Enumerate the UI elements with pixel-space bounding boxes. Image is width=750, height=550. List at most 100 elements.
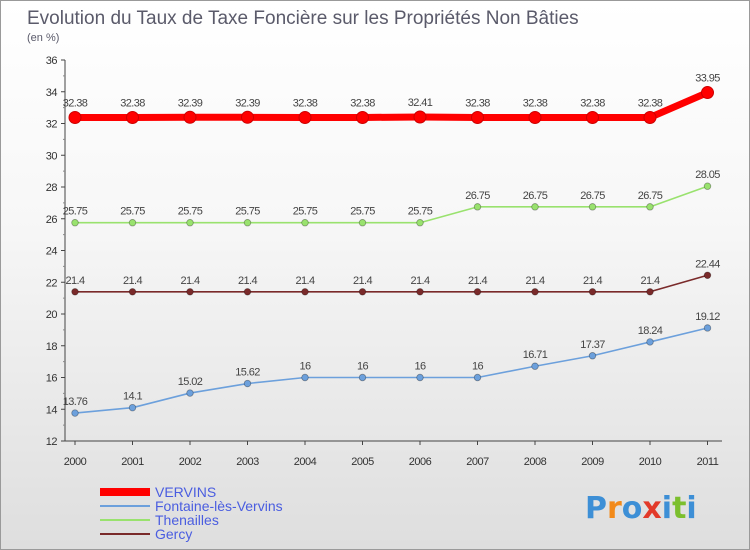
x-tick-label: 2008 [524,456,547,468]
data-label: 33.95 [695,73,720,85]
data-label: 16 [414,361,426,373]
legend-label: Fontaine-lès-Vervins [155,498,283,514]
data-point [243,288,252,296]
axes: 12 14 16 18 20 22 24 26 28 30 32 34 36 2000 2001 2002 20… [46,55,722,468]
data-label: 21.4 [525,275,544,287]
data-point [358,219,367,227]
data-point [528,110,542,124]
data-label: 21.4 [583,275,602,287]
data-point [71,219,79,227]
y-tick-label: 24 [46,246,58,258]
data-point [186,389,194,397]
data-label: 15.62 [235,367,260,379]
proxiti-logo: Proxiti [585,491,697,526]
logo-letter: r [607,491,622,526]
series-fontaine-l-s-vervins: 13.76 14.1 15.02 15.62 16 16 16 16 16.71 17.37 18.… [63,311,721,417]
data-point [68,110,82,124]
data-point [701,86,714,100]
data-label: 25.75 [178,206,203,218]
data-point [241,110,254,124]
data-label: 32.41 [408,97,433,109]
series-vervins: 32.38 32.38 32.39 32.39 32.38 32.38 32.41 32.38… [63,73,721,124]
chart-subtitle: (en %) [27,32,59,44]
y-tick-label: 32 [46,119,58,131]
data-point [588,288,597,296]
data-label: 16 [299,361,311,373]
data-label: 21.4 [410,275,429,287]
y-tick-label: 18 [46,341,58,353]
data-point [646,338,654,346]
data-point [358,288,367,296]
data-point [473,288,482,296]
legend-label: Gercy [155,526,192,542]
data-point [243,219,252,227]
logo-letter: P [585,491,607,526]
data-point [471,110,484,124]
x-tick-label: 2004 [294,456,317,468]
data-label: 14.1 [123,391,142,403]
x-tick-label: 2005 [351,456,374,468]
data-point [126,110,139,124]
data-label: 25.75 [350,206,375,218]
logo-letter: t [672,491,686,526]
data-label: 32.38 [523,97,548,109]
data-label: 32.38 [580,97,605,109]
y-tick-label: 36 [46,55,58,67]
data-point [128,403,137,412]
legend: VERVINSFontaine-lès-VervinsThenaillesGer… [100,484,283,542]
data-label: 16 [472,361,484,373]
logo-letter: i [662,491,672,526]
data-point [416,219,424,227]
data-point [586,110,599,124]
data-label: 21.4 [295,275,314,287]
series-line [74,274,709,293]
data-point [646,288,654,296]
data-point [588,352,597,360]
legend-label: VERVINS [155,484,216,500]
data-point [473,203,482,211]
x-tick-label: 2003 [236,456,259,468]
data-point [356,110,369,124]
data-point [243,379,252,388]
logo-letter: o [622,491,643,526]
data-point [531,362,539,370]
series-gercy: 21.4 21.4 21.4 21.4 21.4 21.4 21.4 21.4 21.4 21.4… [65,258,721,296]
series-thenailles: 25.75 25.75 25.75 25.75 25.75 25.75 25.75 26.75… [63,169,721,227]
chart-title: Evolution du Taux de Taxe Foncière sur l… [27,8,579,29]
data-point [183,110,197,124]
data-label: 21.4 [640,275,659,287]
data-label: 21.4 [238,275,257,287]
data-label: 21.4 [353,275,372,287]
data-point [301,373,309,382]
y-tick-label: 28 [46,182,58,194]
data-point [703,182,712,190]
series-line [74,327,709,414]
data-label: 26.75 [523,190,548,202]
data-point [646,203,654,211]
data-label: 21.4 [180,275,199,287]
data-label: 26.75 [638,190,663,202]
data-point [301,288,309,296]
data-label: 15.02 [178,376,203,388]
data-label: 25.75 [63,206,88,218]
data-label: 25.75 [235,206,260,218]
series-line [71,89,711,121]
data-label: 25.75 [293,206,318,218]
legend-label: Thenailles [155,512,219,528]
data-point [128,219,137,227]
data-label: 22.44 [695,258,720,270]
x-tick-label: 2007 [466,456,489,468]
data-label: 32.38 [120,97,145,109]
data-label: 18.24 [638,325,663,337]
data-label: 26.75 [465,190,490,202]
data-label: 32.38 [638,97,663,109]
data-label: 26.75 [580,190,605,202]
x-tick-label: 2011 [697,456,719,468]
data-point [703,324,712,332]
data-point [416,288,424,296]
logo-letter: x [642,491,661,526]
x-tick-label: 2001 [121,456,144,468]
data-label: 28.05 [695,169,720,181]
data-label: 25.75 [408,206,433,218]
x-tick-label: 2006 [409,456,432,468]
